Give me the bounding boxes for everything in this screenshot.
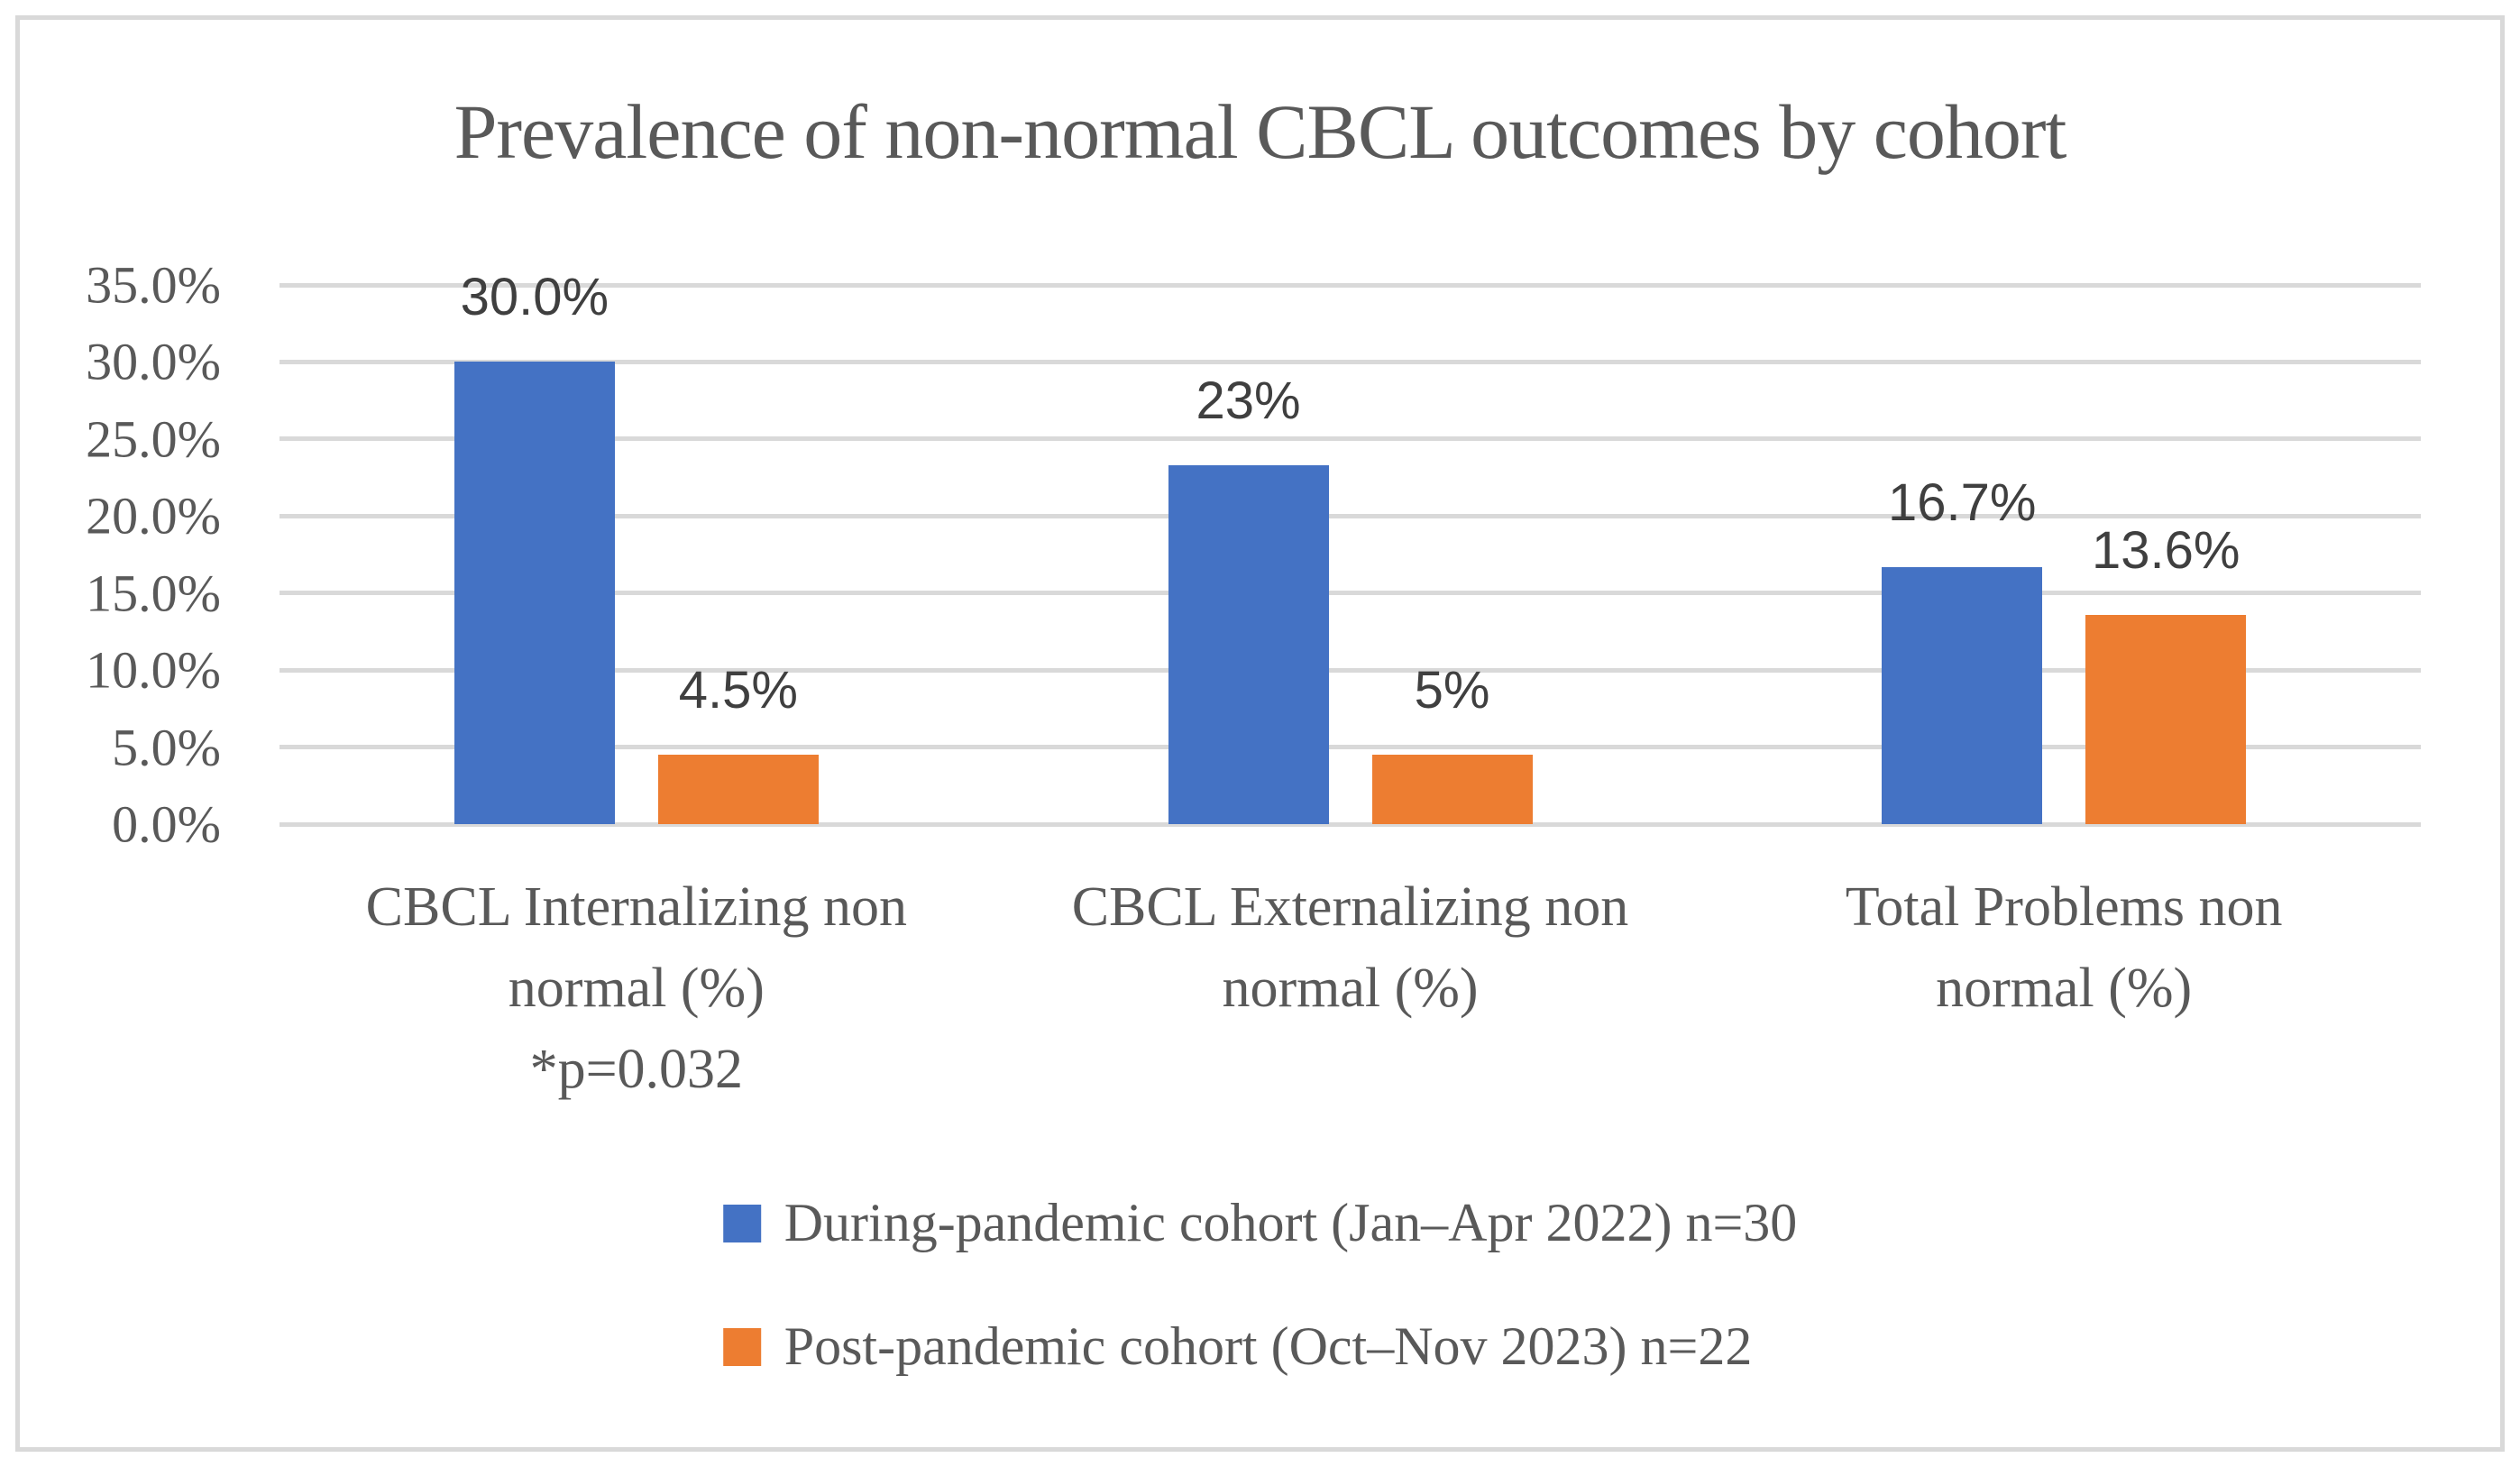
- legend-label: Post-pandemic cohort (Oct–Nov 2023) n=22: [783, 1316, 1753, 1376]
- category-label-line: normal (%): [1936, 957, 2193, 1019]
- bar-group: 30.0% 4.5%: [279, 268, 994, 824]
- bar: 30.0%: [454, 268, 615, 824]
- y-axis-tick-label: 35.0%: [86, 255, 221, 315]
- gridline: [279, 591, 2421, 596]
- legend: During-pandemic cohort (Jan–Apr 2022) n=…: [722, 1192, 1798, 1378]
- y-axis-tick-label: 0.0%: [112, 794, 221, 854]
- bar-group: 16.7% 13.6%: [1707, 285, 2421, 824]
- category-label-line: CBCL Internalizing non: [365, 876, 908, 938]
- plot-area: 30.0% 4.5% 23% 5% 16.7% 13.6%: [279, 268, 2421, 827]
- category-label: CBCL Internalizing non normal (%) *p=0.032: [279, 867, 994, 1111]
- category-label-line: normal (%): [508, 957, 765, 1019]
- y-axis-tick-label: 5.0%: [112, 718, 221, 777]
- gridline: [279, 359, 2421, 364]
- bar: 4.5%: [657, 661, 819, 824]
- category-label-line: CBCL Externalizing non: [1071, 876, 1629, 938]
- bar-data-label: 30.0%: [460, 268, 609, 327]
- category-label-line: normal (%): [1222, 957, 1479, 1019]
- bar-group: 23% 5%: [994, 285, 1708, 824]
- bar: 5%: [1371, 661, 1533, 824]
- bar-data-label: 4.5%: [678, 661, 798, 720]
- gridline: [279, 745, 2421, 750]
- chart-title: Prevalence of non-normal CBCL outcomes b…: [454, 88, 2067, 175]
- gridline: [279, 821, 2421, 827]
- y-axis: 35.0% 30.0% 25.0% 20.0% 15.0% 10.0% 5.0% 0.0%: [36, 256, 221, 854]
- bar: 16.7%: [1882, 473, 2043, 824]
- y-axis-tick-label: 10.0%: [86, 640, 221, 700]
- y-axis-tick-label: 25.0%: [86, 409, 221, 469]
- chart-border-frame: [15, 15, 2505, 1452]
- bar-data-label: 5%: [1414, 661, 1490, 720]
- category-label-line: Total Problems non: [1845, 876, 2283, 938]
- legend-entry: During-pandemic cohort (Jan–Apr 2022) n=…: [722, 1192, 1798, 1254]
- legend-label: During-pandemic cohort (Jan–Apr 2022) n=…: [783, 1193, 1798, 1252]
- category-label: Total Problems non normal (%): [1707, 867, 2421, 1111]
- bar: 13.6%: [2085, 521, 2247, 824]
- gridline: [279, 436, 2421, 442]
- y-axis-tick-label: 20.0%: [86, 486, 221, 546]
- y-axis-tick-label: 15.0%: [86, 564, 221, 623]
- gridline: [279, 282, 2421, 288]
- bars-container: 30.0% 4.5% 23% 5% 16.7% 13.6%: [279, 268, 2421, 824]
- legend-entry: Post-pandemic cohort (Oct–Nov 2023) n=22: [722, 1316, 1798, 1378]
- bar-data-label: 23%: [1196, 371, 1301, 430]
- legend-swatch: [722, 1204, 761, 1242]
- legend-swatch: [722, 1327, 761, 1366]
- bar-data-label: 13.6%: [2091, 520, 2241, 580]
- bar: 23%: [1168, 371, 1329, 824]
- category-label-line: *p=0.032: [529, 1038, 744, 1100]
- gridline: [279, 513, 2421, 518]
- bar-data-label: 16.7%: [1887, 472, 2037, 532]
- gridline: [279, 667, 2421, 673]
- y-axis-tick-label: 30.0%: [86, 332, 221, 391]
- category-label: CBCL Externalizing non normal (%): [994, 867, 1708, 1111]
- x-axis-category-labels: CBCL Internalizing non normal (%) *p=0.032…: [279, 867, 2421, 1111]
